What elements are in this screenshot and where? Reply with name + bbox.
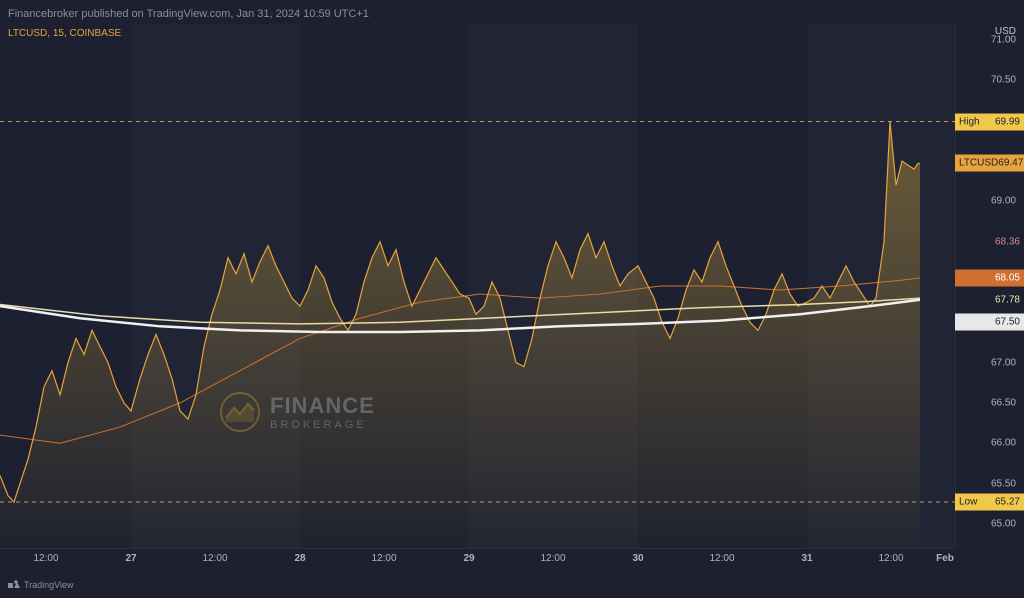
price-tag-label: Low (959, 497, 977, 508)
price-tag-value: 67.50 (959, 317, 1020, 328)
price-chart (0, 24, 955, 548)
price-tick: 66.00 (991, 438, 1016, 449)
time-label: 12:00 (371, 553, 396, 564)
price-tag-value: 68.36 (959, 236, 1020, 247)
watermark-title: FINANCE (270, 393, 375, 419)
chart-area[interactable]: FINANCE BROKERAGE (0, 24, 955, 548)
watermark: FINANCE BROKERAGE (220, 392, 375, 432)
price-tag-value: 69.99 (980, 116, 1020, 127)
time-label: 12:00 (709, 553, 734, 564)
tv-brand-text: TradingView (24, 580, 74, 590)
price-tag-value: 65.27 (977, 497, 1020, 508)
price-tag-ma1: 68.05 (955, 269, 1024, 286)
watermark-subtitle: BROKERAGE (270, 419, 375, 431)
price-tag-high: High69.99 (955, 113, 1024, 130)
tradingview-logo: TradingView (8, 580, 74, 590)
price-tick: 70.50 (991, 75, 1016, 86)
price-tick: 65.00 (991, 518, 1016, 529)
time-label: 30 (632, 553, 643, 564)
price-tag-plain2: 67.78 (955, 291, 1024, 308)
time-axis: 12:00 27 12:00 28 12:00 29 12:00 30 12:00 31 12:00… (0, 548, 955, 570)
price-tag-value: 67.78 (959, 294, 1020, 305)
time-label: 12:00 (878, 553, 903, 564)
time-label: 28 (294, 553, 305, 564)
price-tag-label: LTCUSD (959, 158, 998, 169)
price-tick: 66.50 (991, 397, 1016, 408)
time-label: 12:00 (540, 553, 565, 564)
time-label: 31 (801, 553, 812, 564)
watermark-icon (220, 392, 260, 432)
publish-info: Financebroker published on TradingView.c… (8, 8, 369, 20)
price-tick: 65.50 (991, 478, 1016, 489)
price-tag-ma2: 67.50 (955, 314, 1024, 331)
time-label: 12:00 (33, 553, 58, 564)
time-label: Feb (936, 553, 954, 564)
price-tag-plain: 68.36 (955, 233, 1024, 250)
price-tick: 67.00 (991, 357, 1016, 368)
price-tag-label: High (959, 116, 980, 127)
time-label: 12:00 (202, 553, 227, 564)
price-tag-value: 69.47 (998, 158, 1023, 169)
tv-icon (8, 580, 20, 590)
price-tag-low: Low65.27 (955, 494, 1024, 511)
price-tick: 71.00 (991, 35, 1016, 46)
price-tag-value: 68.05 (959, 272, 1020, 283)
price-axis: USD 71.0070.5069.5069.0067.0066.5066.006… (955, 24, 1024, 548)
time-label: 29 (463, 553, 474, 564)
time-label: 27 (125, 553, 136, 564)
price-tag-symbol: LTCUSD69.47 (955, 155, 1024, 172)
price-tick: 69.00 (991, 196, 1016, 207)
